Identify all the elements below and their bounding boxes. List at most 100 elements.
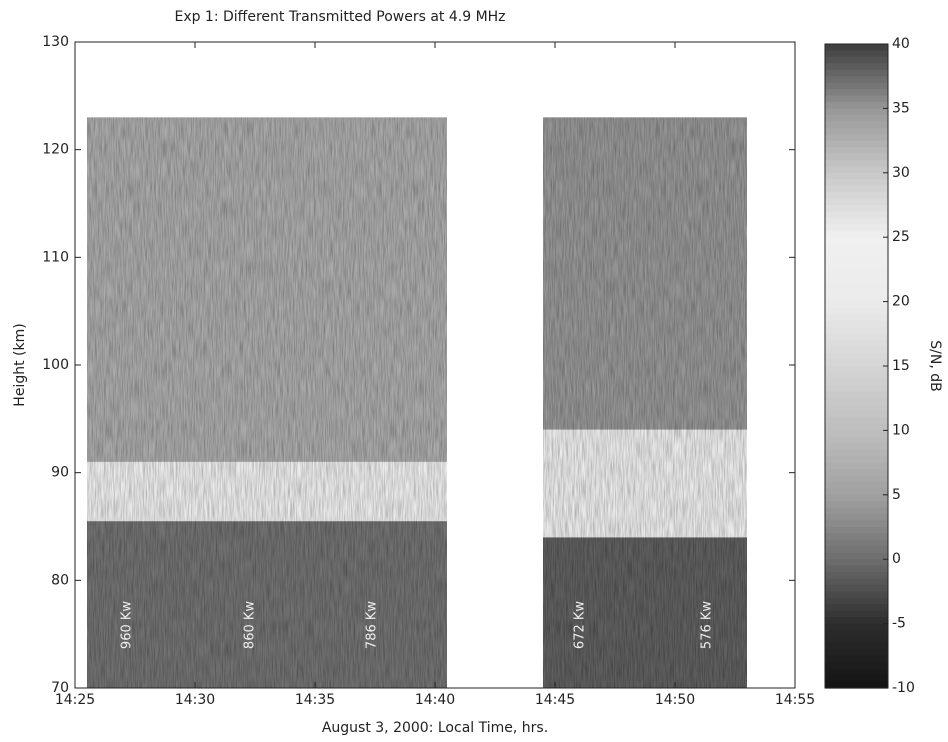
colorbar-swatch <box>825 675 888 683</box>
colorbar-swatch <box>825 591 888 599</box>
colorbar-swatch <box>825 565 888 573</box>
colorbar-swatch <box>825 89 888 97</box>
y-tick-label: 90 <box>51 465 69 481</box>
y-tick-label: 130 <box>42 34 69 50</box>
colorbar-swatch <box>825 224 888 232</box>
annotation: 786 Kw <box>365 601 380 649</box>
colorbar-swatch <box>825 417 888 425</box>
colorbar-swatch <box>825 243 888 251</box>
colorbar-swatch <box>825 147 888 155</box>
colorbar-swatch <box>825 494 888 502</box>
colorbar-swatch <box>825 95 888 103</box>
colorbar-swatch <box>825 398 888 406</box>
colorbar-tick-label: 15 <box>892 358 910 374</box>
colorbar-swatch <box>825 559 888 567</box>
colorbar-tick-label: 5 <box>892 487 901 503</box>
colorbar-swatch <box>825 649 888 657</box>
y-tick-label: 70 <box>51 680 69 696</box>
colorbar-swatch <box>825 127 888 135</box>
heatmap-cell <box>87 461 447 522</box>
colorbar-swatch <box>825 488 888 496</box>
colorbar-tick-label: 40 <box>892 36 910 52</box>
colorbar-tick-label: 30 <box>892 165 910 181</box>
colorbar-swatch <box>825 282 888 290</box>
y-tick-label: 120 <box>42 142 69 158</box>
colorbar-swatch <box>825 159 888 167</box>
colorbar-swatch <box>825 327 888 335</box>
colorbar-swatch <box>825 481 888 489</box>
colorbar-swatch <box>825 514 888 522</box>
colorbar-swatch <box>825 462 888 470</box>
colorbar-swatch <box>825 662 888 670</box>
colorbar-swatch <box>825 475 888 483</box>
colorbar-swatch <box>825 584 888 592</box>
colorbar-swatch <box>825 449 888 457</box>
colorbar-swatch <box>825 250 888 258</box>
colorbar-swatch <box>825 205 888 213</box>
colorbar-swatch <box>825 668 888 676</box>
annotation: 860 Kw <box>243 601 258 649</box>
colorbar-swatch <box>825 314 888 322</box>
colorbar-swatch <box>825 655 888 663</box>
x-tick-label: 14:25 <box>55 692 95 708</box>
colorbar-tick-label: -5 <box>892 616 906 632</box>
colorbar-swatch <box>825 546 888 554</box>
colorbar-swatch <box>825 436 888 444</box>
colorbar-swatch <box>825 507 888 515</box>
colorbar-swatch <box>825 636 888 644</box>
chart-title: Exp 1: Different Transmitted Powers at 4… <box>174 9 505 25</box>
heatmap-cell <box>543 117 747 430</box>
colorbar-swatch <box>825 501 888 509</box>
heatmap-cell <box>543 429 747 538</box>
colorbar-swatch <box>825 423 888 431</box>
colorbar-swatch <box>825 308 888 316</box>
colorbar-swatch <box>825 134 888 142</box>
colorbar-swatch <box>825 230 888 238</box>
colorbar-swatch <box>825 82 888 90</box>
colorbar-tick-label: -10 <box>892 680 915 696</box>
colorbar-swatch <box>825 108 888 116</box>
colorbar-swatch <box>825 301 888 309</box>
colorbar-swatch <box>825 63 888 71</box>
colorbar-swatch <box>825 372 888 380</box>
colorbar-swatch <box>825 391 888 399</box>
colorbar-swatch <box>825 617 888 625</box>
x-tick-label: 14:30 <box>175 692 215 708</box>
colorbar-swatch <box>825 385 888 393</box>
x-tick-label: 14:40 <box>415 692 455 708</box>
colorbar-swatch <box>825 520 888 528</box>
y-tick-label: 80 <box>51 572 69 588</box>
colorbar-swatch <box>825 69 888 77</box>
annotation: 576 Kw <box>700 601 715 649</box>
annotation: 672 Kw <box>573 601 588 649</box>
colorbar-swatch <box>825 411 888 419</box>
colorbar-swatch <box>825 192 888 200</box>
colorbar-swatch <box>825 539 888 547</box>
y-tick-label: 110 <box>42 249 69 265</box>
colorbar-swatch <box>825 153 888 161</box>
heatmap-cell <box>87 521 447 688</box>
colorbar-swatch <box>825 262 888 270</box>
colorbar-tick-label: 0 <box>892 551 901 567</box>
colorbar-swatch <box>825 275 888 283</box>
colorbar-swatch <box>825 198 888 206</box>
colorbar-swatch <box>825 597 888 605</box>
colorbar-tick-label: 35 <box>892 100 910 116</box>
colorbar-swatch <box>825 333 888 341</box>
colorbar-swatch <box>825 623 888 631</box>
colorbar-swatch <box>825 404 888 412</box>
colorbar-swatch <box>825 578 888 586</box>
colorbar-swatch <box>825 101 888 109</box>
colorbar-swatch <box>825 256 888 264</box>
colorbar-swatch <box>825 366 888 374</box>
colorbar-swatch <box>825 114 888 122</box>
colorbar-swatch <box>825 572 888 580</box>
colorbar-swatch <box>825 642 888 650</box>
colorbar-swatch <box>825 269 888 277</box>
colorbar-swatch <box>825 610 888 618</box>
colorbar-swatch <box>825 121 888 129</box>
heatmap-cell <box>87 117 447 462</box>
colorbar-swatch <box>825 340 888 348</box>
colorbar-swatch <box>825 456 888 464</box>
